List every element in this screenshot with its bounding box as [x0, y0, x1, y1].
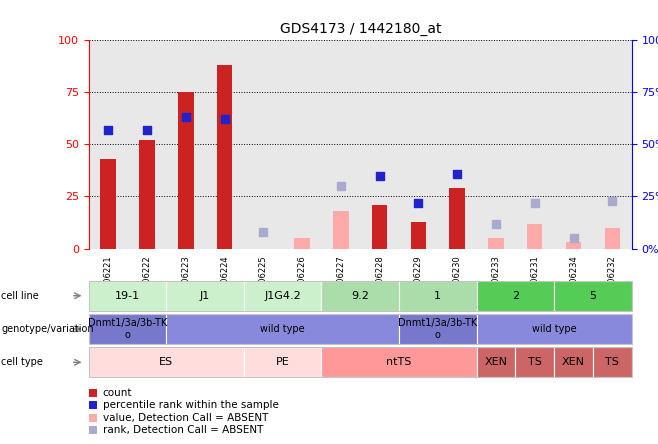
Bar	[372, 205, 388, 249]
Text: TS: TS	[605, 357, 619, 367]
Point	[569, 235, 579, 242]
Text: XEN: XEN	[484, 357, 507, 367]
Text: wild type: wild type	[532, 324, 576, 334]
Text: ntTS: ntTS	[386, 357, 412, 367]
Text: 2: 2	[512, 291, 519, 301]
Text: 5: 5	[590, 291, 596, 301]
Text: ES: ES	[159, 357, 174, 367]
Bar	[527, 224, 542, 249]
Bar	[101, 159, 116, 249]
Text: cell type: cell type	[1, 357, 43, 367]
Point	[452, 170, 463, 177]
Bar	[139, 140, 155, 249]
Text: TS: TS	[528, 357, 542, 367]
Point	[530, 199, 540, 206]
Bar	[216, 65, 232, 249]
Bar	[178, 92, 193, 249]
Bar	[566, 242, 581, 249]
Bar	[411, 222, 426, 249]
Text: percentile rank within the sample: percentile rank within the sample	[103, 400, 278, 410]
Bar	[333, 211, 349, 249]
Text: 1: 1	[434, 291, 442, 301]
Point	[336, 182, 346, 190]
Text: 19-1: 19-1	[115, 291, 140, 301]
Text: wild type: wild type	[261, 324, 305, 334]
Text: genotype/variation: genotype/variation	[1, 324, 94, 334]
Point	[180, 114, 191, 121]
Text: value, Detection Call = ABSENT: value, Detection Call = ABSENT	[103, 413, 268, 423]
Text: cell line: cell line	[1, 291, 39, 301]
Bar	[449, 188, 465, 249]
Point	[141, 126, 152, 133]
Text: 9.2: 9.2	[351, 291, 369, 301]
Text: Dnmt1/3a/3b-TK
o: Dnmt1/3a/3b-TK o	[88, 318, 167, 340]
Text: Dnmt1/3a/3b-TK
o: Dnmt1/3a/3b-TK o	[398, 318, 478, 340]
Point	[607, 197, 618, 204]
Text: XEN: XEN	[562, 357, 585, 367]
Title: GDS4173 / 1442180_at: GDS4173 / 1442180_at	[280, 22, 441, 36]
Text: J1: J1	[200, 291, 211, 301]
Bar	[605, 228, 620, 249]
Bar	[488, 238, 504, 249]
Point	[374, 172, 385, 179]
Text: J1G4.2: J1G4.2	[265, 291, 301, 301]
Bar	[294, 238, 310, 249]
Text: count: count	[103, 388, 132, 398]
Text: PE: PE	[276, 357, 290, 367]
Point	[491, 220, 501, 227]
Text: rank, Detection Call = ABSENT: rank, Detection Call = ABSENT	[103, 425, 263, 435]
Point	[413, 199, 424, 206]
Point	[103, 126, 113, 133]
Point	[258, 228, 268, 235]
Point	[219, 116, 230, 123]
